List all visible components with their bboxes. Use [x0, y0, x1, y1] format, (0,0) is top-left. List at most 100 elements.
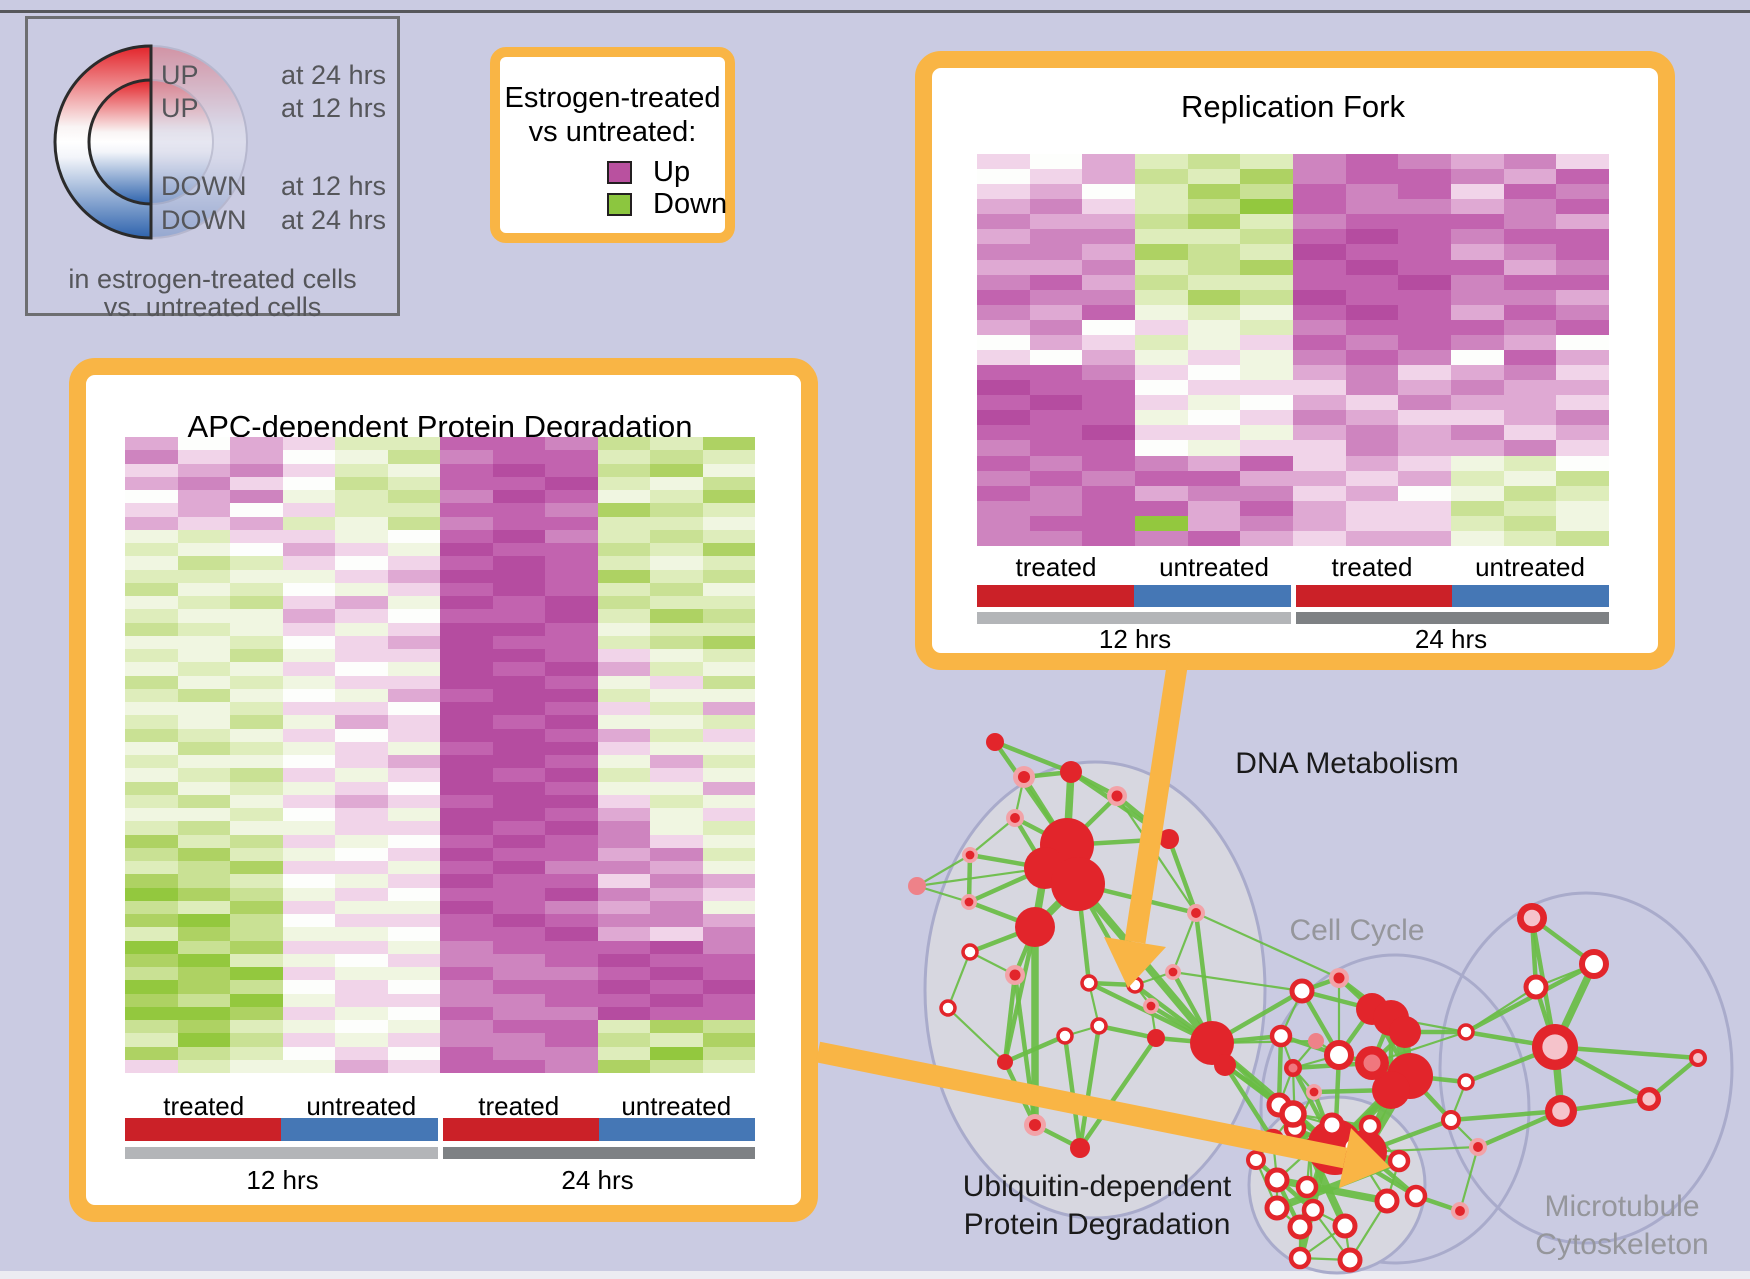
heatmap-cell: [440, 887, 493, 901]
heatmap-cell: [230, 967, 283, 981]
heatmap-cell: [440, 728, 493, 742]
heatmap-cell: [282, 463, 335, 477]
bar-12hrs: [977, 612, 1291, 624]
heatmap-cell: [1135, 169, 1188, 185]
heatmap-cell: [125, 741, 178, 755]
heatmap-cell: [1135, 184, 1188, 200]
heatmap-cell: [1293, 515, 1346, 531]
heatmap-cell: [230, 953, 283, 967]
heatmap-cell: [230, 755, 283, 769]
heatmap-cell: [125, 967, 178, 981]
heatmap-cell: [440, 1006, 493, 1020]
heatmap-cell: [650, 476, 703, 490]
heatmap-cell: [1187, 500, 1241, 516]
heatmap-cell: [650, 516, 703, 530]
network-edge: [1172, 970, 1303, 993]
heatmap-row: [125, 728, 755, 742]
heatmap-cell: [230, 1059, 283, 1073]
heatmap-row: [125, 874, 755, 888]
network-edge: [969, 951, 1016, 976]
heatmap-cell: [230, 741, 283, 755]
network-edge: [1301, 988, 1373, 1012]
network-edge: [1364, 1117, 1452, 1155]
network-edge: [1647, 1056, 1700, 1101]
heatmap-cell: [1398, 380, 1452, 396]
heatmap-cell: [650, 1006, 703, 1020]
heatmap-cell: [1293, 500, 1346, 516]
heatmap-cell: [1029, 259, 1083, 275]
gene-node-ring: [1374, 1188, 1400, 1214]
heatmap-cell: [387, 463, 440, 477]
heatmap-row: [125, 887, 755, 901]
heatmap-cell: [177, 609, 230, 623]
network-edge: [947, 1007, 1006, 1063]
network-edge: [1299, 1225, 1346, 1259]
network-edge: [1352, 1146, 1388, 1202]
heatmap-cell: [545, 437, 598, 451]
heatmap-cell: [1293, 229, 1346, 245]
network-edge: [1069, 770, 1171, 841]
heatmap-row: [977, 319, 1610, 335]
heatmap-cell: [1029, 304, 1083, 320]
heatmap-cell: [335, 450, 388, 464]
heatmap-cell: [230, 715, 283, 729]
heatmap-cell: [230, 980, 283, 994]
heatmap-cell: [597, 662, 650, 676]
heatmap-cell: [650, 662, 703, 676]
network-edge: [993, 740, 1069, 847]
apc-heatmap: [125, 437, 755, 1073]
gene-node-ring: [1287, 1214, 1313, 1240]
gene-node-solid: [1024, 847, 1066, 889]
network-edge: [1458, 1146, 1480, 1212]
heatmap-cell: [1503, 455, 1557, 471]
heatmap-cell: [335, 887, 388, 901]
heatmap-cell: [597, 516, 650, 530]
heatmap-cell: [1451, 229, 1504, 245]
heatmap-cell: [230, 516, 283, 530]
heatmap-cell: [230, 649, 283, 663]
heatmap-cell: [702, 861, 755, 875]
heatmap-cell: [177, 702, 230, 716]
network-edge: [1343, 1225, 1352, 1261]
heatmap-cell: [545, 768, 598, 782]
heatmap-cell: [335, 463, 388, 477]
heatmap-cell: [387, 596, 440, 610]
heatmap-cell: [1503, 500, 1557, 516]
heatmap-cell: [702, 847, 755, 861]
network-edge: [1291, 1066, 1337, 1149]
heatmap-cell: [1503, 350, 1557, 366]
heatmap-cell: [597, 622, 650, 636]
network-edge: [1332, 1054, 1342, 1148]
heatmap-cell: [1240, 319, 1294, 335]
heatmap-cell: [650, 556, 703, 570]
heatmap-cell: [545, 821, 598, 835]
heatmap-cell: [492, 781, 545, 795]
heatmap-cell: [125, 556, 178, 570]
heatmap-cell: [492, 490, 545, 504]
network-edge: [1329, 1124, 1338, 1148]
heatmap-cell: [282, 927, 335, 941]
network-edge: [1370, 1030, 1407, 1065]
network-edge: [1369, 1017, 1394, 1064]
heatmap-cell: [977, 440, 1030, 456]
heatmap-cell: [1240, 214, 1294, 230]
heatmap-cell: [440, 781, 493, 795]
heatmap-cell: [125, 516, 178, 530]
gene-node-ring: [1261, 1128, 1285, 1152]
network-edge: [1553, 1045, 1651, 1101]
gene-node-solid: [1373, 1000, 1409, 1036]
heatmap-cell: [977, 425, 1030, 441]
heatmap-cell: [230, 622, 283, 636]
heatmap-cell: [1556, 530, 1610, 547]
heatmap-cell: [702, 953, 755, 967]
heatmap-cell: [1398, 229, 1452, 245]
heatmap-cell: [1082, 455, 1136, 471]
heatmap-cell: [545, 715, 598, 729]
heatmap-cell: [125, 1006, 178, 1020]
heatmap-cell: [1029, 274, 1083, 290]
heatmap-cell: [977, 410, 1030, 426]
gene-node-core: [1017, 770, 1031, 784]
heatmap-cell: [545, 794, 598, 808]
updown-label-1: UP: [161, 60, 199, 90]
heatmap-cell: [440, 755, 493, 769]
